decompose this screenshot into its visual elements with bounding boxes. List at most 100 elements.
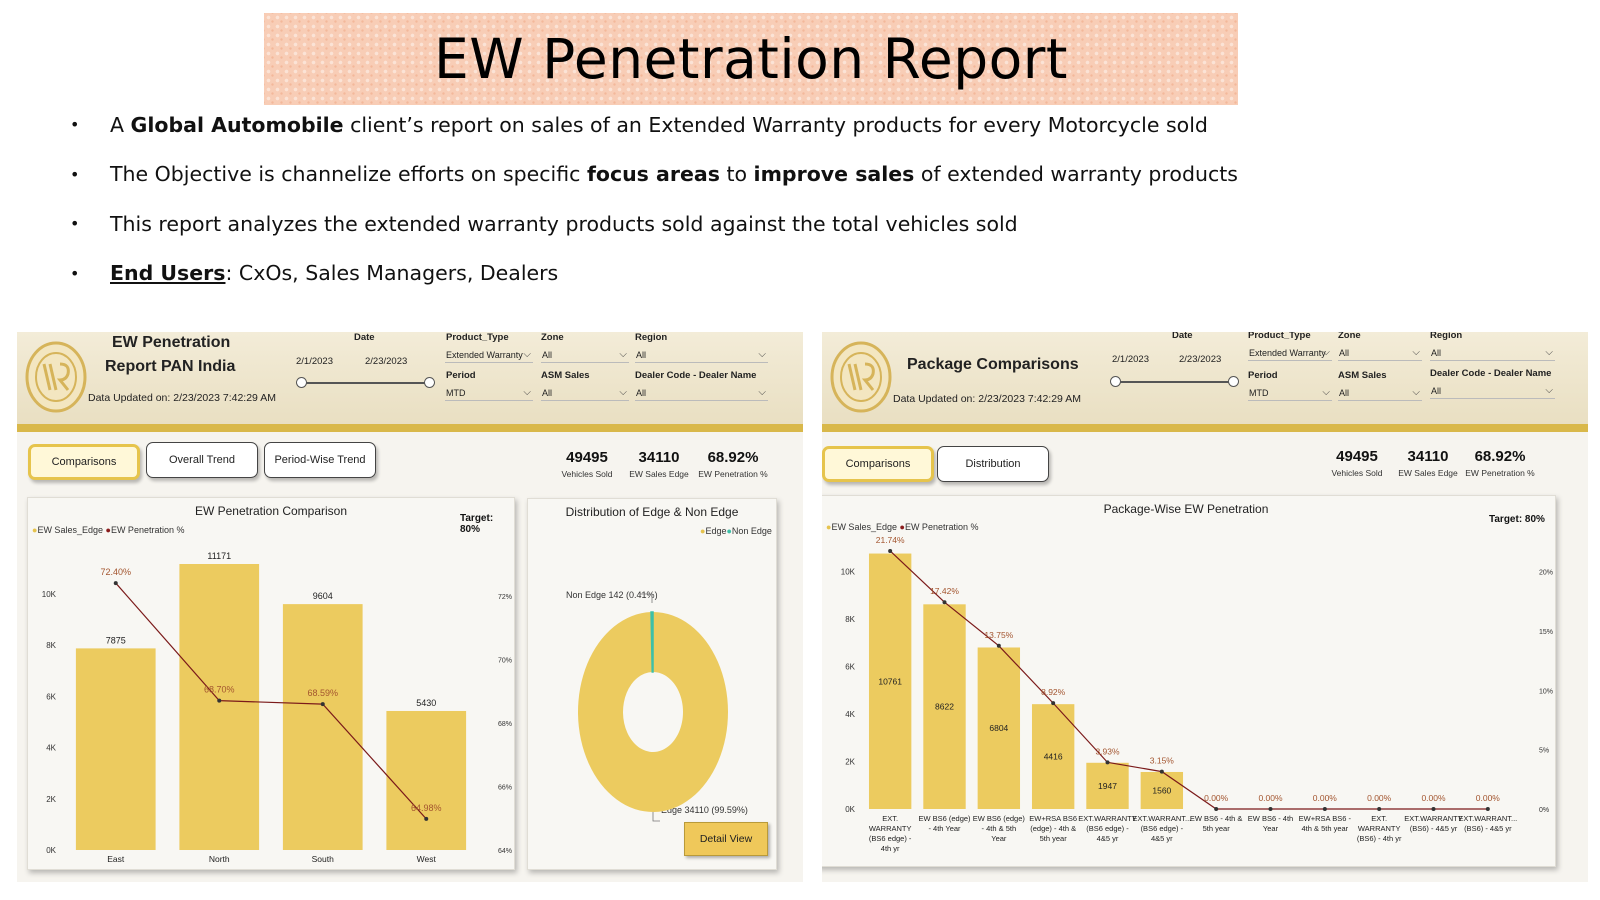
- penetration-point: [1322, 807, 1327, 811]
- detail-view-button[interactable]: Detail View: [684, 822, 768, 856]
- dealer-label: Dealer Code - Dealer Name: [635, 370, 757, 381]
- asm-sales-dropdown[interactable]: All ⌵: [1338, 387, 1422, 401]
- x-axis-category-label: EW BS6 - 4th &: [1190, 814, 1243, 823]
- penetration-line: [115, 582, 427, 820]
- bar-data-label: 6804: [989, 723, 1008, 733]
- bullet-text: A Global Automobile client’s report on s…: [110, 112, 1208, 137]
- tab-distribution[interactable]: Distribution: [937, 446, 1049, 482]
- dealer-dropdown[interactable]: All ⌵: [635, 387, 768, 401]
- tab-comparisons[interactable]: Comparisons: [822, 446, 934, 482]
- zone-dropdown[interactable]: All ⌵: [1338, 347, 1422, 361]
- date-end-value[interactable]: 2/23/2023: [1179, 354, 1222, 365]
- bullet-dot: •: [70, 115, 80, 134]
- penetration-point: [217, 698, 222, 703]
- penetration-data-label: 3.15%: [1150, 756, 1175, 766]
- tab-comparisons[interactable]: Comparisons: [28, 444, 140, 480]
- date-slider-start-handle[interactable]: [296, 377, 307, 388]
- header-divider: [822, 424, 1588, 432]
- penetration-data-label: 17.42%: [930, 586, 959, 596]
- y2-axis-tick-label: 72%: [498, 594, 512, 601]
- chart-title: Distribution of Edge & Non Edge: [565, 505, 739, 519]
- donut-slice-edge: [578, 612, 729, 812]
- bar: [179, 564, 260, 850]
- bar-data-label: 1560: [1152, 785, 1171, 795]
- penetration-point: [1159, 769, 1164, 774]
- period-label: Period: [1248, 370, 1278, 381]
- title-banner: EW Penetration Report: [264, 13, 1238, 105]
- product-type-dropdown[interactable]: Extended Warranty ⌵: [1248, 347, 1332, 361]
- penetration-point: [1377, 807, 1382, 811]
- date-end-value[interactable]: 2/23/2023: [365, 356, 408, 367]
- date-start-value[interactable]: 2/1/2023: [296, 356, 333, 367]
- y2-axis-tick-label: 68%: [498, 721, 512, 728]
- period-dropdown[interactable]: MTD ⌵: [1248, 387, 1332, 401]
- bullet-item: • The Objective is channelize efforts on…: [70, 162, 1238, 187]
- donut-label-nonedge: Non Edge 142 (0.41%): [566, 590, 658, 600]
- x-axis-category-label: WARRANTY: [869, 824, 912, 833]
- asm-sales-dropdown[interactable]: All ⌵: [541, 387, 629, 401]
- bullet-dot: •: [70, 164, 80, 184]
- donut-leader-line: [640, 593, 653, 603]
- donut-leader-line: [652, 812, 660, 822]
- bar: [386, 710, 467, 850]
- penetration-point: [424, 816, 429, 821]
- penetration-line: [889, 550, 1488, 810]
- product-type-label: Product_Type: [1248, 332, 1311, 341]
- bar: [75, 648, 156, 850]
- bar: [868, 553, 912, 809]
- penetration-point: [1051, 701, 1056, 706]
- x-axis-category-label: - 4th & 5th: [982, 824, 1017, 833]
- date-slider-start-handle[interactable]: [1110, 376, 1121, 387]
- y-axis-tick-label: 6K: [845, 663, 855, 672]
- brand-logo-icon: [830, 341, 892, 413]
- kpi-vehicles-sold: 49495 Vehicles Sold: [561, 449, 613, 479]
- penetration-data-label: 64.98%: [411, 803, 442, 813]
- dealer-dropdown[interactable]: All ⌵: [1430, 385, 1555, 399]
- asm-sales-label: ASM Sales: [541, 370, 590, 381]
- date-slider-end-handle[interactable]: [424, 377, 435, 388]
- chevron-down-icon: ⌵: [1322, 347, 1330, 358]
- chevron-down-icon: ⌵: [619, 387, 627, 398]
- x-axis-category-label: 4&5 yr: [1097, 834, 1119, 843]
- bar-data-label: 10761: [878, 676, 902, 686]
- zone-dropdown[interactable]: All ⌵: [541, 349, 629, 363]
- y2-axis-tick-label: 15%: [1539, 629, 1553, 636]
- penetration-data-label: 72.40%: [100, 567, 131, 577]
- region-label: Region: [635, 332, 668, 343]
- date-slider-track[interactable]: [304, 382, 430, 384]
- y2-axis-tick-label: 10%: [1539, 688, 1553, 695]
- bar: [282, 604, 363, 850]
- penetration-data-label: 0.00%: [1367, 793, 1392, 803]
- zone-label: Zone: [1338, 332, 1361, 341]
- period-dropdown[interactable]: MTD ⌵: [445, 387, 533, 401]
- tab-period-wise-trend[interactable]: Period-Wise Trend: [264, 442, 376, 478]
- penetration-point: [942, 600, 947, 605]
- penetration-point: [888, 548, 893, 553]
- region-label: Region: [1430, 332, 1463, 341]
- target-label: Target: 80%: [1489, 514, 1545, 525]
- region-dropdown[interactable]: All ⌵: [1430, 347, 1555, 361]
- chevron-down-icon: ⌵: [523, 349, 531, 360]
- region-dropdown[interactable]: All ⌵: [635, 349, 768, 363]
- x-axis-category-label: EXT.: [1371, 814, 1387, 823]
- region-bar-line-chart: 0K 2K 4K 6K 8K 10K 64% 66% 68% 70% 72% 7875 East 1117…: [42, 551, 512, 864]
- date-start-value[interactable]: 2/1/2023: [1112, 354, 1149, 365]
- y2-axis-tick-label: 64%: [498, 848, 512, 855]
- distribution-card: Distribution of Edge & Non Edge ●Edge●No…: [527, 498, 777, 870]
- header-divider: [17, 424, 803, 432]
- date-slider-end-handle[interactable]: [1228, 376, 1239, 387]
- kpi-ew-penetration: 68.92% EW Penetration %: [1465, 448, 1535, 478]
- x-axis-category-label: North: [209, 854, 230, 864]
- date-slider-track[interactable]: [1118, 381, 1234, 383]
- chevron-down-icon: ⌵: [619, 349, 627, 360]
- bar-data-label: 8622: [935, 702, 954, 712]
- penetration-data-label: 0.00%: [1476, 793, 1501, 803]
- penetration-data-label: 8.92%: [1041, 687, 1066, 697]
- penetration-point: [1485, 807, 1490, 811]
- penetration-point: [996, 643, 1001, 648]
- tab-overall-trend[interactable]: Overall Trend: [146, 442, 258, 478]
- x-axis-category-label: 4th yr: [881, 844, 900, 853]
- product-type-dropdown[interactable]: Extended Warranty ⌵: [445, 349, 533, 363]
- penetration-point: [113, 581, 118, 586]
- x-axis-category-label: Year: [991, 834, 1007, 843]
